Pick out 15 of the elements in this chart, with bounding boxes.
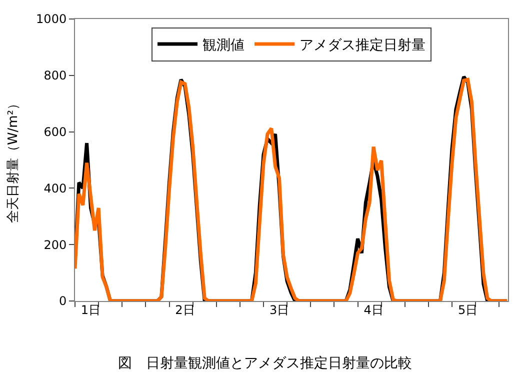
y-tick-label: 400 xyxy=(44,181,67,196)
x-tick-label: 3日 xyxy=(269,303,290,317)
y-tick-label: 0 xyxy=(58,294,67,308)
y-tick-label: 600 xyxy=(44,125,67,139)
legend-label: 観測値 xyxy=(202,38,244,54)
x-tick-label: 4日 xyxy=(364,303,384,317)
y-tick-label: 1000 xyxy=(36,12,67,26)
x-tick-label: 2日 xyxy=(175,303,195,317)
text: 図 日射量観測値とアメダス推定日射量の比較 xyxy=(118,356,412,372)
legend-label: アメダス推定日射量 xyxy=(300,38,426,54)
y-axis-title: 全天日射量（W/m²） xyxy=(6,96,22,224)
x-tick-label: 1日 xyxy=(80,303,101,317)
x-tick-label: 5日 xyxy=(458,303,478,317)
y-tick-label: 200 xyxy=(44,238,67,252)
y-tick-label: 800 xyxy=(44,68,67,83)
